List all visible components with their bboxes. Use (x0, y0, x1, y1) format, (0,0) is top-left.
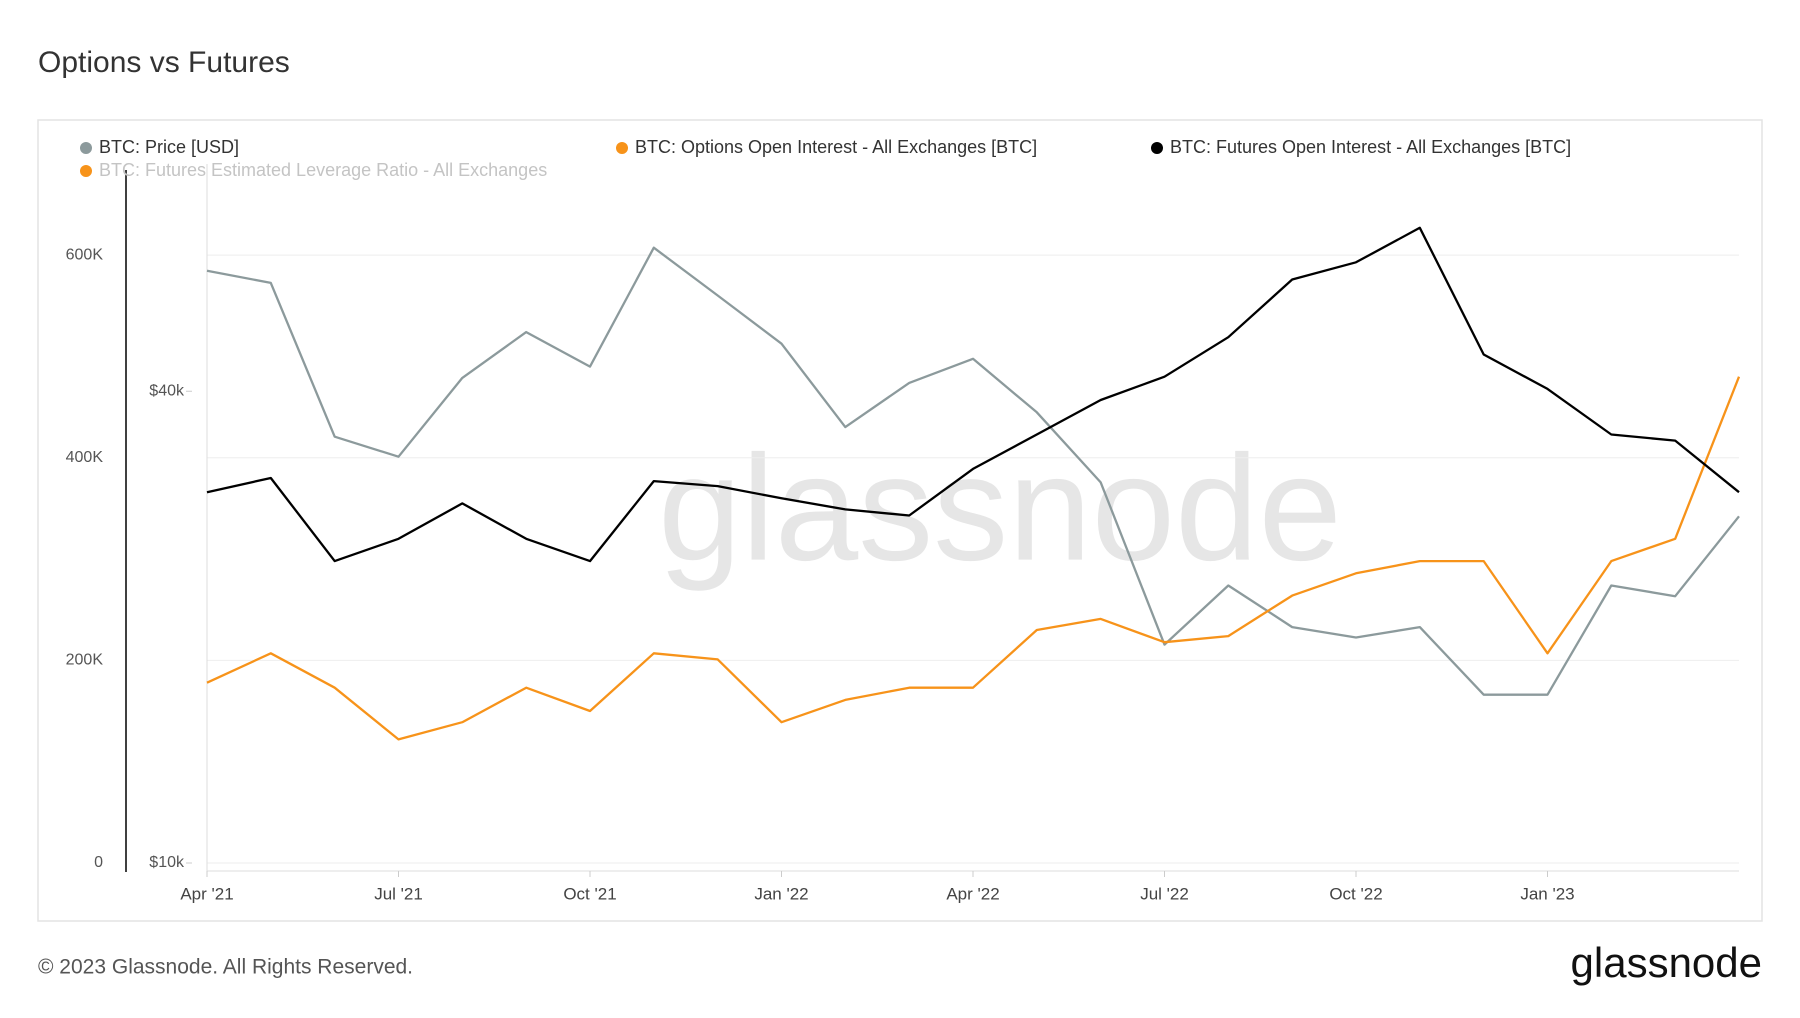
legend-label: BTC: Futures Open Interest - All Exchang… (1170, 137, 1571, 157)
legend-swatch (1151, 142, 1163, 154)
chart-frame (37, 119, 1763, 922)
x-tick-label: Jan '23 (1520, 884, 1574, 903)
legend-swatch (80, 165, 92, 177)
y2-tick-label: $10k (149, 854, 185, 871)
footer: © 2023 Glassnode. All Rights Reserved. (38, 956, 413, 979)
x-tick-label: Apr '22 (946, 884, 999, 903)
brand-logo: glassnode (1571, 939, 1762, 986)
series-line (206, 246, 1740, 696)
series-line (206, 226, 1740, 563)
x-tick-label: Oct '22 (1329, 884, 1382, 903)
legend-label-hidden: BTC: Futures Estimated Leverage Ratio - … (99, 160, 547, 180)
x-tick-label: Jul '22 (1140, 884, 1189, 903)
watermark: glassnode (658, 424, 1342, 592)
chart-title: Options vs Futures (38, 46, 290, 79)
x-tick-label: Apr '21 (180, 884, 233, 903)
y-tick-label: 600K (66, 246, 104, 263)
legend-swatch (616, 142, 628, 154)
y-tick-label: 0 (94, 854, 103, 871)
legend-swatch (80, 142, 92, 154)
legend-label: BTC: Price [USD] (99, 137, 239, 157)
x-tick-label: Oct '21 (563, 884, 616, 903)
x-tick-label: Jul '21 (374, 884, 423, 903)
y2-tick-label: $40k (149, 382, 185, 399)
legend-label: BTC: Options Open Interest - All Exchang… (635, 137, 1037, 157)
y-tick-label: 400K (66, 449, 104, 466)
series-line (206, 376, 1741, 741)
x-tick-label: Jan '22 (754, 884, 808, 903)
y-tick-label: 200K (66, 652, 104, 669)
